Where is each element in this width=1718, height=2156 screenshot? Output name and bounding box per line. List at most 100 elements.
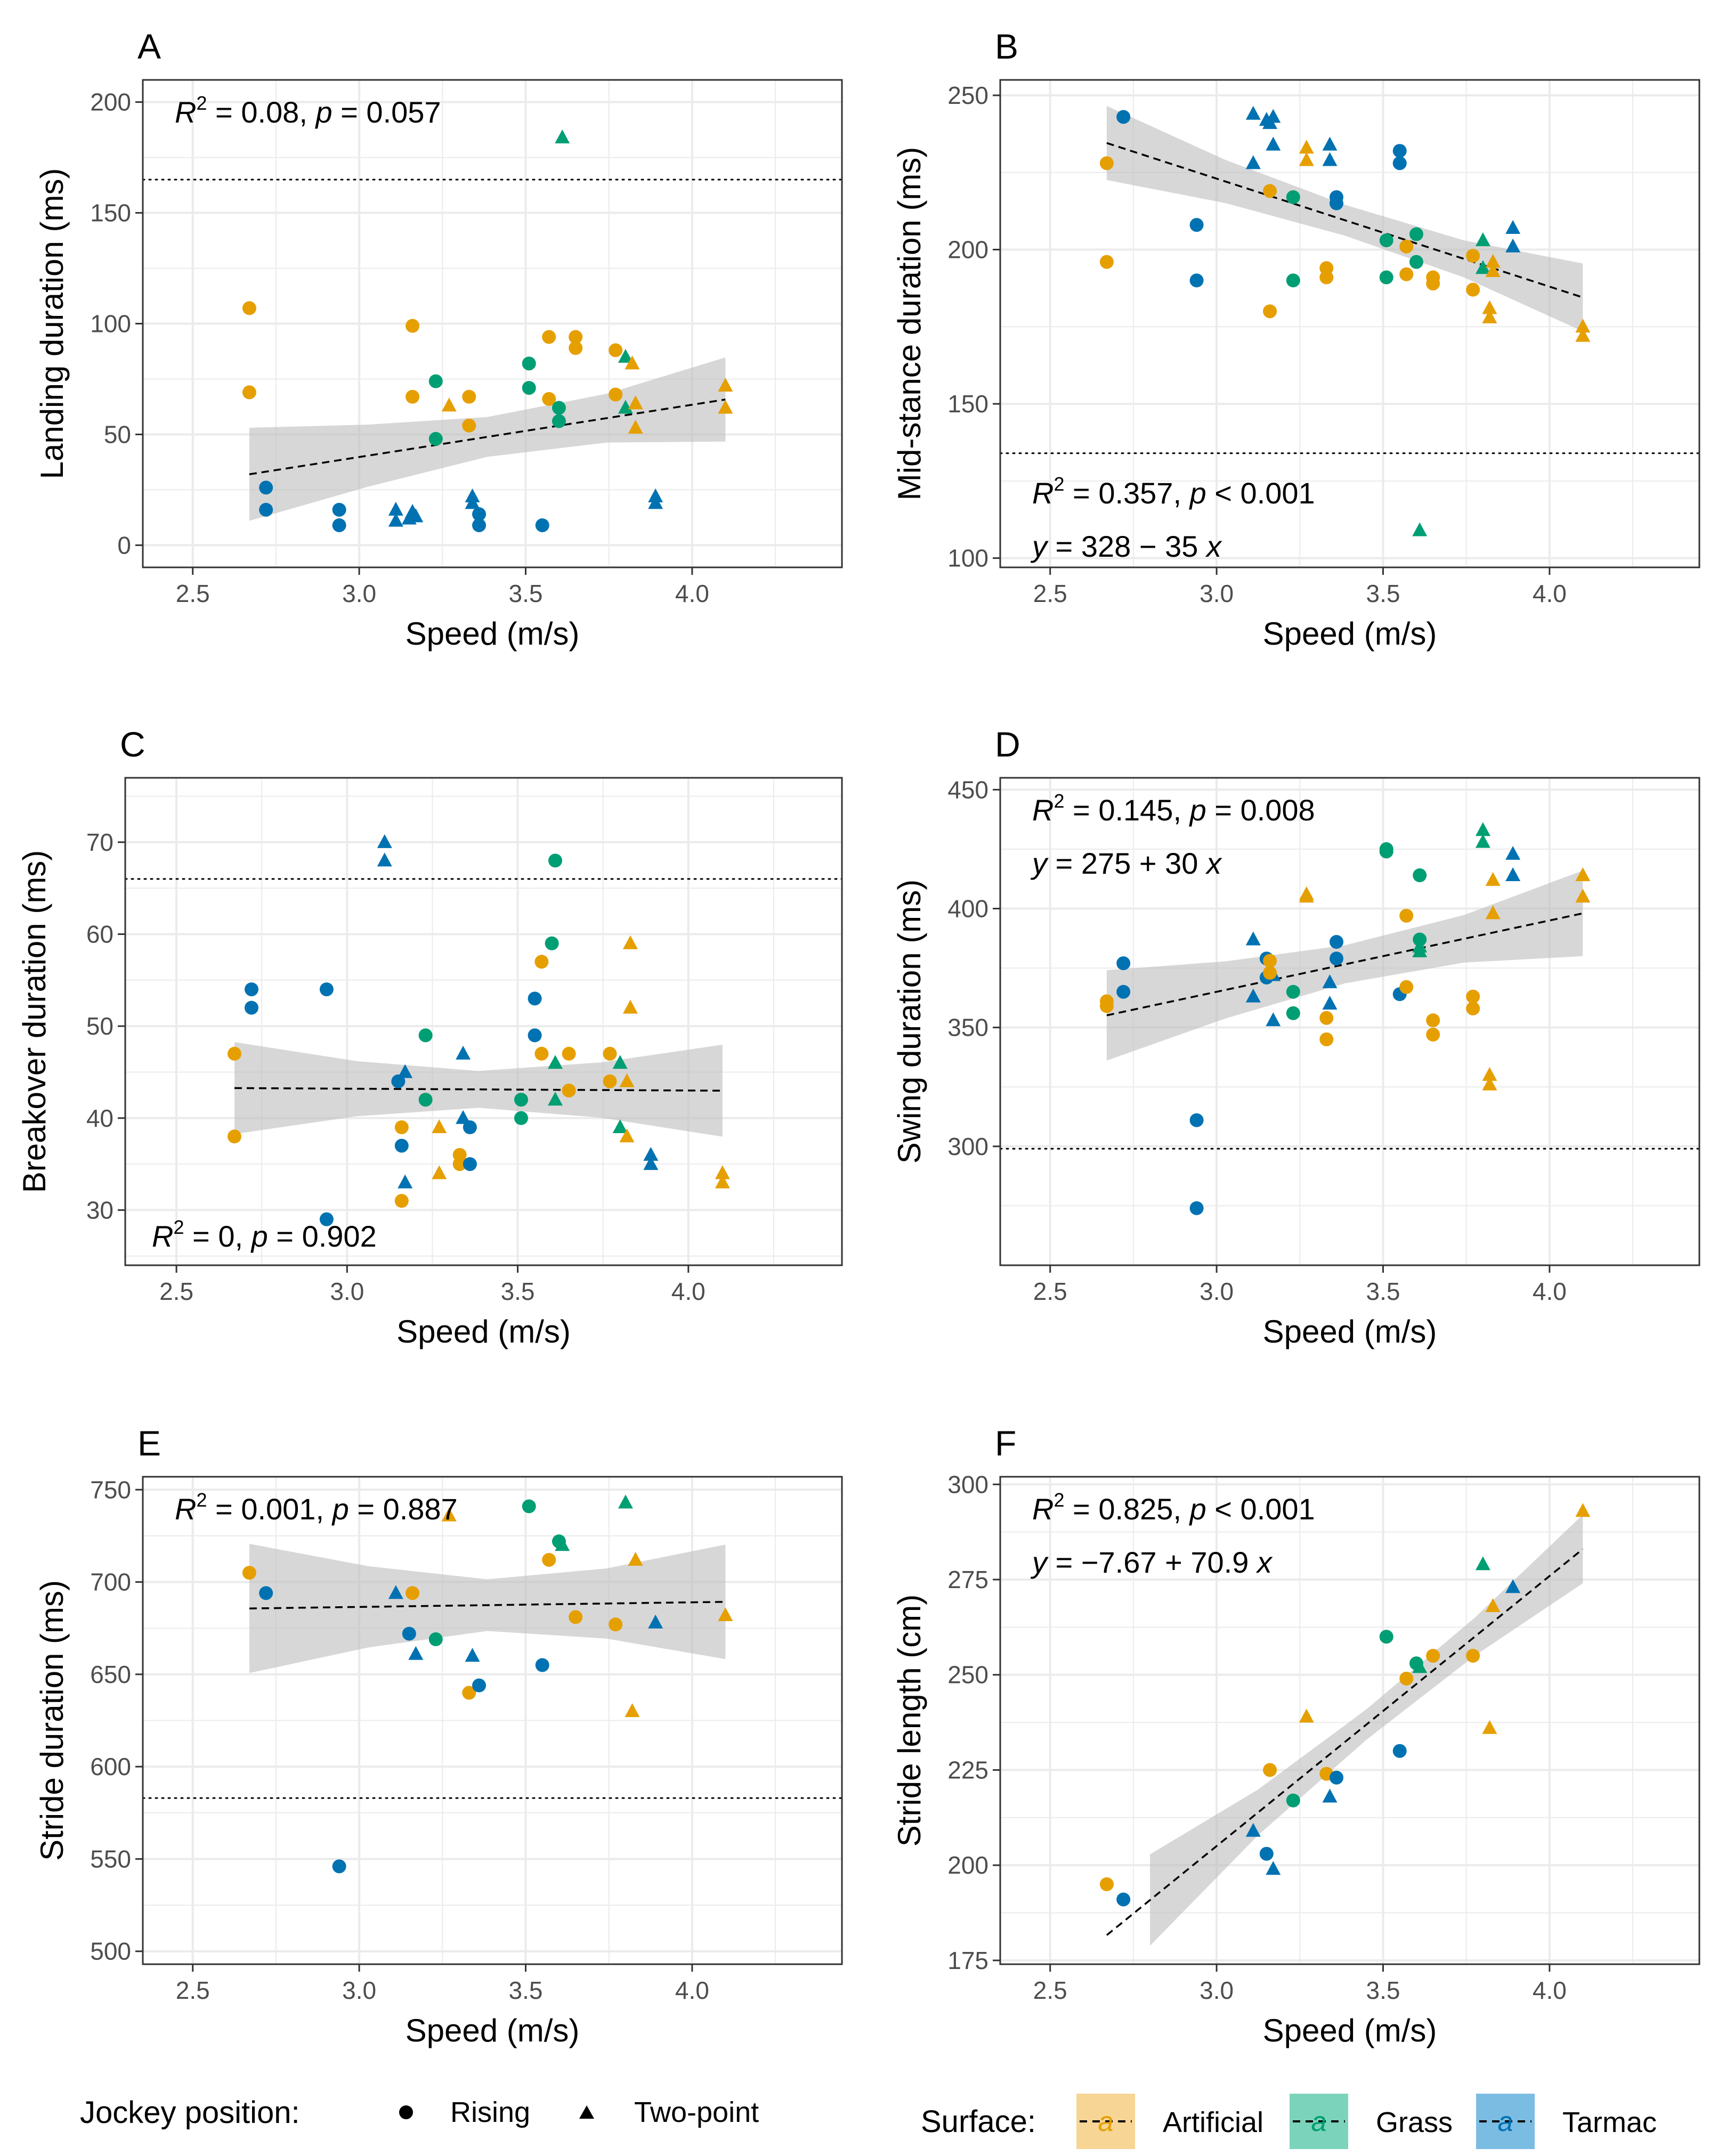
x-tick-label: 2.5 [176, 1976, 210, 2004]
plot-background-f [1000, 1477, 1699, 1964]
point-tarmac-rising [244, 1000, 258, 1015]
r-squared-annotation: R2 = 0.357, p < 0.001 [1032, 473, 1315, 510]
panel-b: 2.5 3.0 3.5 4.0 100 150 200 250 B Speed (m/s) Mid-… [892, 27, 1700, 652]
y-tick-label: 150 [90, 199, 131, 227]
point-grass-two-point [555, 1537, 570, 1551]
y-tick-label: 650 [90, 1661, 131, 1688]
point-tarmac-rising [1330, 934, 1344, 949]
y-axis-title: Swing duration (ms) [892, 880, 927, 1164]
r-squared-annotation: R2 = 0, p = 0.902 [152, 1216, 377, 1253]
equation-y: y [1030, 847, 1049, 880]
point-tarmac-rising [1330, 196, 1344, 210]
panel-label-f: F [995, 1423, 1016, 1463]
point-artificial-rising [609, 1617, 623, 1632]
point-artificial-rising [1099, 999, 1114, 1013]
point-artificial-two-point [628, 395, 643, 410]
point-tarmac-two-point [1245, 931, 1261, 946]
point-tarmac-rising [463, 1120, 477, 1135]
p-relation [1206, 476, 1215, 510]
point-tarmac-two-point [398, 1174, 413, 1189]
point-artificial-rising [603, 1046, 617, 1061]
point-artificial-two-point [622, 935, 638, 949]
y-tick-label: 300 [947, 1470, 988, 1498]
point-grass-rising [552, 401, 566, 415]
regression-line [1106, 912, 1583, 1016]
point-grass-rising [1379, 844, 1393, 859]
point-artificial-rising [1319, 1011, 1334, 1025]
y-tick-label: 250 [947, 82, 988, 109]
x-axis-title: Speed (m/s) [406, 616, 580, 652]
point-artificial-two-point [718, 1607, 733, 1621]
point-artificial-two-point [1575, 1503, 1591, 1517]
point-artificial-two-point [1575, 867, 1591, 881]
regression-line [1106, 1548, 1584, 1936]
y-tick-label: 50 [104, 420, 131, 448]
point-grass-two-point [1475, 232, 1490, 247]
p-value: 0.887 [383, 1492, 458, 1526]
point-grass-rising [1286, 190, 1300, 205]
equation-sign: + [1131, 847, 1165, 880]
point-tarmac-rising [402, 1626, 416, 1641]
y-tick-label: 250 [947, 1661, 988, 1689]
equals-sign: = [207, 95, 241, 129]
point-grass-two-point [548, 1055, 563, 1069]
p-symbol: p [1189, 476, 1206, 510]
point-grass-rising [1286, 1006, 1300, 1020]
equation-annotation: y = 328 − 35 x [1030, 530, 1222, 563]
point-tarmac-rising [463, 1157, 477, 1171]
point-tarmac-rising [535, 518, 549, 532]
point-artificial-two-point [628, 1551, 643, 1566]
point-tarmac-rising [244, 982, 258, 997]
r-symbol: R [175, 1492, 196, 1526]
point-tarmac-two-point [408, 1646, 424, 1660]
r-exponent: 2 [196, 1489, 207, 1511]
point-grass-rising [1286, 1793, 1300, 1808]
equation-slope: 35 [1165, 530, 1198, 563]
y-tick-label: 750 [90, 1476, 131, 1503]
point-artificial-rising [1399, 980, 1414, 994]
r-exponent: 2 [196, 92, 207, 114]
y-axis-title: Landing duration (ms) [34, 168, 70, 479]
y-tick-label: 400 [947, 894, 988, 922]
r-symbol: R [1032, 476, 1054, 510]
r-squared-value: 0.825 [1098, 1492, 1173, 1526]
point-artificial-rising [1263, 304, 1277, 319]
equation-sign: + [1157, 1545, 1191, 1579]
point-tarmac-two-point [643, 1156, 659, 1170]
point-artificial-rising [1263, 954, 1277, 968]
point-artificial-two-point [715, 1174, 730, 1189]
panel-label-c: C [120, 725, 145, 764]
point-artificial-rising [406, 389, 420, 404]
point-artificial-rising [1399, 1671, 1414, 1686]
panel-label-a: A [137, 27, 161, 66]
equation-x: x [1255, 1545, 1273, 1579]
point-artificial-rising [534, 1046, 549, 1061]
point-tarmac-rising [535, 1658, 549, 1672]
y-tick-label: 30 [86, 1196, 114, 1224]
equation-sign: − [1131, 530, 1165, 563]
point-tarmac-two-point [465, 1648, 480, 1662]
x-tick-label: 4.0 [671, 1278, 706, 1305]
equation-x: x [1205, 847, 1222, 880]
r-symbol: R [1032, 1492, 1054, 1526]
equation-space [1198, 847, 1206, 880]
point-tarmac-two-point [1322, 136, 1338, 151]
point-artificial-rising [1466, 282, 1480, 297]
p-symbol: p [1189, 1492, 1206, 1526]
plot-border-a [142, 79, 843, 568]
point-tarmac-rising [332, 502, 346, 517]
r-squared-value: 0 [218, 1219, 234, 1253]
jockey-legend: Jockey position: Rising Two-point [80, 2095, 759, 2130]
point-artificial-two-point [1482, 300, 1497, 314]
equation-intercept: 275 [1081, 847, 1131, 880]
r-exponent: 2 [1054, 1489, 1064, 1511]
point-artificial-two-point [628, 419, 643, 434]
r-squared-annotation: R2 = 0.145, p = 0.008 [1032, 790, 1315, 827]
tarmac-key-glyph: a [1498, 2106, 1513, 2137]
y-tick-label: 700 [90, 1568, 131, 1596]
y-tick-label: 100 [90, 310, 131, 338]
point-artificial-two-point [622, 999, 638, 1014]
x-tick-label: 4.0 [675, 580, 709, 607]
x-tick-label: 3.5 [1366, 1976, 1400, 2004]
point-artificial-rising [542, 1552, 556, 1567]
